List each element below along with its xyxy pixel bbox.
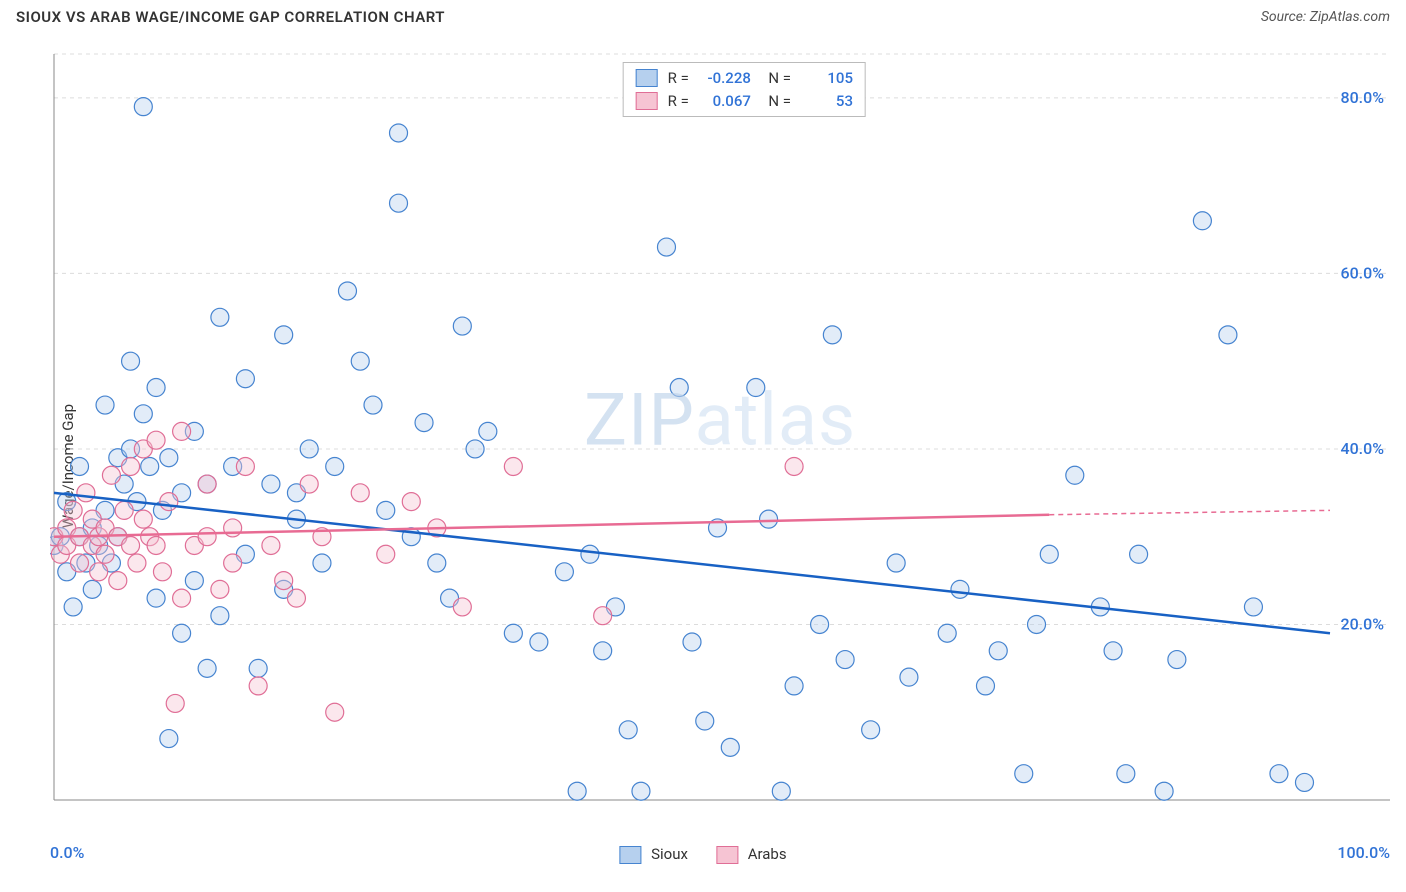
svg-text:40.0%: 40.0%	[1340, 439, 1384, 458]
legend-swatch-sioux-icon	[619, 846, 641, 864]
swatch-sioux-icon	[636, 69, 658, 87]
chart-source: Source: ZipAtlas.com	[1261, 9, 1390, 25]
chart-title: SIOUX VS ARAB WAGE/INCOME GAP CORRELATIO…	[16, 8, 445, 26]
swatch-arabs-icon	[636, 92, 658, 110]
legend-label-arabs: Arabs	[748, 845, 787, 863]
chart-svg: 20.0% 40.0% 60.0% 80.0%	[50, 50, 1390, 820]
r-value-sioux: -0.228	[699, 67, 751, 90]
n-value-sioux: 105	[801, 67, 853, 90]
svg-text:80.0%: 80.0%	[1340, 88, 1384, 107]
legend-label-sioux: Sioux	[651, 845, 688, 863]
x-min-label: 0.0%	[50, 843, 84, 862]
svg-text:20.0%: 20.0%	[1340, 614, 1384, 633]
n-label: N =	[761, 90, 791, 113]
n-value-arabs: 53	[801, 90, 853, 113]
stats-row-sioux: R = -0.228 N = 105	[636, 67, 853, 90]
legend-item-sioux: Sioux	[619, 845, 688, 864]
chart-container: Wage/Income Gap 20.0%40.0%60.0%80.0% ZIP…	[0, 40, 1406, 892]
series-legend: Sioux Arabs	[619, 845, 786, 864]
legend-swatch-arabs-icon	[716, 846, 738, 864]
stats-row-arabs: R = 0.067 N = 53	[636, 90, 853, 113]
r-label: R =	[668, 90, 689, 113]
svg-text:60.0%: 60.0%	[1340, 263, 1384, 282]
legend-item-arabs: Arabs	[716, 845, 787, 864]
r-label: R =	[668, 67, 689, 90]
n-label: N =	[761, 67, 791, 90]
plot-area: 20.0%40.0%60.0%80.0% ZIPatlas R = -0.228…	[50, 50, 1390, 820]
x-max-label: 100.0%	[1337, 843, 1390, 862]
stats-legend: R = -0.228 N = 105 R = 0.067 N = 53	[623, 62, 866, 117]
r-value-arabs: 0.067	[699, 90, 751, 113]
